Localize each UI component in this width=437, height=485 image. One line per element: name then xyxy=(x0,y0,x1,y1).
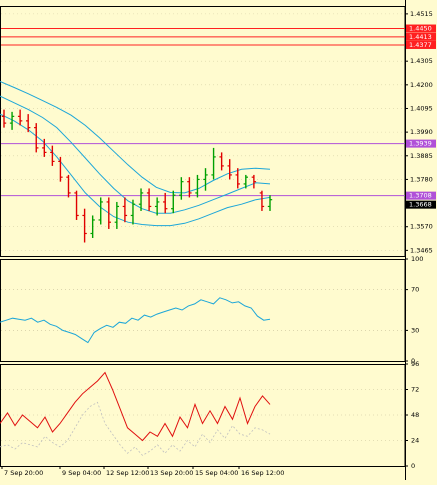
ohlc-bar xyxy=(251,174,257,189)
ohlc-bar xyxy=(98,197,103,225)
ohlc-bar xyxy=(259,190,265,211)
ohlc-bar xyxy=(17,109,23,126)
price-tick-label: 1.4515 xyxy=(410,10,433,18)
ohlc-bar xyxy=(106,197,111,229)
ohlc-bar xyxy=(267,195,273,211)
ohlc-bar xyxy=(195,174,200,198)
ohlc-bar xyxy=(219,152,224,171)
current-price-label: 1.3668 xyxy=(409,201,432,209)
band-upper xyxy=(0,81,271,194)
ohlc-bar xyxy=(74,190,79,220)
level-tag-label: 1.4450 xyxy=(409,25,432,33)
time-tick-label: 13 Sep 20:00 xyxy=(150,469,193,477)
ohlc-bar xyxy=(163,192,168,214)
ohlc-bar xyxy=(179,177,184,200)
ohlc-bar xyxy=(171,190,176,214)
price-tick-label: 1.4200 xyxy=(410,81,433,89)
ohlc-bar xyxy=(227,159,232,180)
time-tick-label: 7 Sep 20:00 xyxy=(4,469,43,477)
level-tag-label: 1.4377 xyxy=(409,41,432,49)
osc1-tick-label: 0 xyxy=(411,357,415,365)
ohlc-bar xyxy=(243,174,249,189)
level-tag-label: 1.3939 xyxy=(409,140,432,148)
ohlc-bar xyxy=(138,188,144,211)
level-tag xyxy=(406,139,436,148)
ohlc-bar xyxy=(42,138,47,157)
ohlc-bar xyxy=(90,215,95,238)
ohlc-bar xyxy=(187,177,192,198)
osc1-tick-label: 70 xyxy=(411,286,419,294)
ohlc-bar xyxy=(9,111,15,130)
price-tick-label: 1.3885 xyxy=(410,152,433,160)
ohlc-bar xyxy=(1,109,7,128)
current-price-tag xyxy=(406,200,436,209)
ohlc-bar xyxy=(235,168,240,189)
osc1-tick-label: 30 xyxy=(411,326,419,334)
ohlc-bar xyxy=(203,168,208,191)
price-tick-label: 1.4305 xyxy=(410,57,433,65)
price-tick-label: 1.3570 xyxy=(410,223,433,231)
osc2-line-1 xyxy=(0,371,271,442)
time-tick-label: 9 Sep 04:00 xyxy=(62,469,101,477)
ohlc-bar xyxy=(114,201,120,229)
time-tick-label: 12 Sep 12:00 xyxy=(106,469,149,477)
ohlc-bar xyxy=(211,147,216,180)
ohlc-bar xyxy=(58,156,63,182)
level-tag xyxy=(406,40,436,49)
ohlc-bar xyxy=(34,123,39,153)
osc2-tick-label: 96 xyxy=(411,360,419,368)
osc2-tick-label: 72 xyxy=(411,386,419,394)
price-tick-label: 1.3990 xyxy=(410,128,433,136)
level-tag xyxy=(406,24,436,33)
level-tag-label: 1.3708 xyxy=(409,192,432,200)
ohlc-bar xyxy=(122,197,128,223)
osc1-tick-label: 100 xyxy=(411,255,423,263)
osc2-tick-label: 48 xyxy=(411,411,419,419)
ohlc-bar xyxy=(50,145,55,166)
price-tick-label: 1.3780 xyxy=(410,175,433,183)
level-tag xyxy=(406,191,436,200)
ohlc-bar xyxy=(66,174,71,198)
ohlc-bar xyxy=(82,208,87,243)
osc2-tick-label: 0 xyxy=(411,462,415,470)
level-tag xyxy=(406,32,436,41)
ohlc-bar xyxy=(146,188,152,211)
level-tag-label: 1.4413 xyxy=(409,33,432,41)
price-tick-label: 1.4095 xyxy=(410,104,433,112)
price-tick-label: 1.3465 xyxy=(410,246,433,254)
ohlc-bar xyxy=(154,197,160,216)
ohlc-bar xyxy=(25,114,31,133)
time-tick-label: 16 Sep 12:00 xyxy=(241,469,284,477)
time-tick-label: 15 Sep 04:00 xyxy=(195,469,238,477)
osc2-tick-label: 24 xyxy=(411,437,419,445)
osc1-line xyxy=(0,297,271,344)
ohlc-bar xyxy=(130,199,136,225)
